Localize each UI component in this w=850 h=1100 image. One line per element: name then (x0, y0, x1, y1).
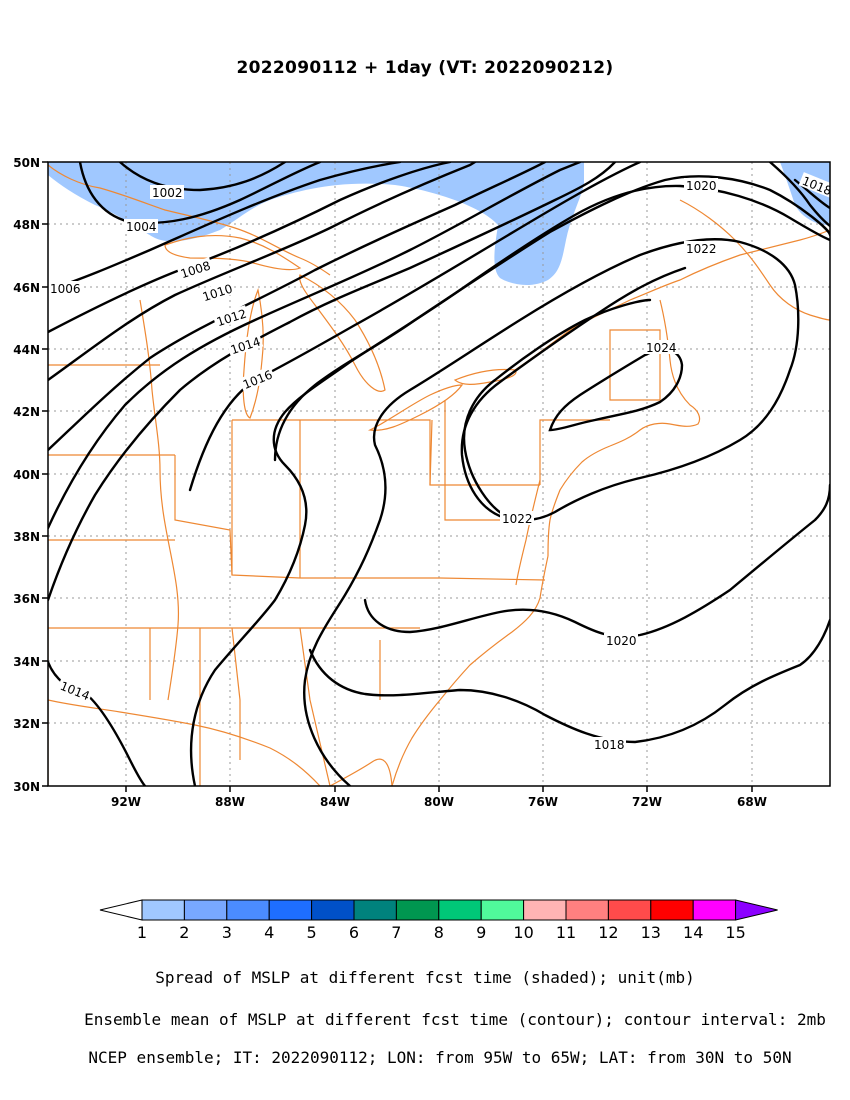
colorbar-swatch (353, 899, 397, 921)
lon-axis-labels: 92W 88W 84W 80W 76W 72W 68W (111, 795, 767, 809)
colorbar-level-label: 8 (434, 923, 444, 942)
map-title: 2022090112 + 1day (VT: 2022090212) (236, 58, 614, 78)
contour-label-1014-sw: 1014 (58, 679, 92, 703)
colorbar-level-label: 13 (641, 923, 661, 942)
contour-labels: 1002 1004 1006 1008 1010 1012 1014 1016 … (48, 172, 830, 752)
contour-label-1016: 1016 (241, 368, 275, 392)
colorbar-labels: 1 2 3 4 5 6 7 8 9 10 11 12 13 14 15 (137, 923, 746, 942)
colorbar-level-label: 5 (307, 923, 317, 942)
lat-lon-grid (48, 162, 830, 786)
contour-label-1022-s: 1022 (502, 512, 533, 526)
colorbar-swatch (268, 899, 313, 921)
colorbar-level-label: 6 (349, 923, 359, 942)
colorbar-swatch (565, 899, 609, 921)
caption-shading: Spread of MSLP at different fcst time (s… (155, 968, 695, 987)
lat-label: 42N (13, 405, 40, 419)
colorbar-swatch (438, 899, 482, 921)
lon-label: 84W (320, 795, 350, 809)
colorbar-level-label: 3 (222, 923, 232, 942)
lat-axis-labels: 50N 48N 46N 44N 42N 40N 38N 36N 34N 32N … (13, 156, 40, 794)
lon-label: 76W (528, 795, 558, 809)
colorbar-level-label: 9 (476, 923, 486, 942)
caption-contour: Ensemble mean of MSLP at different fcst … (84, 1010, 826, 1029)
lat-label: 30N (13, 780, 40, 794)
colorbar-swatch (692, 899, 737, 921)
colorbar-level-label: 4 (264, 923, 274, 942)
contour-label-1008: 1008 (179, 258, 212, 281)
colorbar-level-label: 2 (179, 923, 189, 942)
caption-ensemble: NCEP ensemble; IT: 2022090112; LON: from… (88, 1048, 792, 1067)
contour-label-1010: 1010 (201, 281, 234, 304)
mslp-contours (48, 162, 830, 786)
colorbar-level-label: 12 (598, 923, 618, 942)
colorbar-swatch (141, 899, 185, 921)
lat-label: 36N (13, 592, 40, 606)
colorbar-swatch (226, 899, 270, 921)
lon-label: 92W (111, 795, 141, 809)
colorbar-swatch (183, 899, 228, 921)
contour-label-1018-s: 1018 (594, 738, 625, 752)
lon-label: 80W (424, 795, 454, 809)
lat-label: 40N (13, 468, 40, 482)
lon-label: 72W (632, 795, 662, 809)
axis-ticks (42, 161, 753, 792)
colorbar-swatch (650, 899, 694, 921)
colorbar-swatch (395, 899, 440, 921)
contour-label-1002: 1002 (152, 186, 183, 200)
colorbar-level-label: 10 (513, 923, 533, 942)
lat-label: 46N (13, 281, 40, 295)
contour-label-1020-n: 1020 (686, 179, 717, 193)
colorbar-under-arrow (99, 899, 143, 921)
contour-label-1024: 1024 (646, 341, 677, 355)
lat-label: 44N (13, 343, 40, 357)
colorbar-level-label: 14 (683, 923, 703, 942)
lon-label: 68W (737, 795, 767, 809)
lon-label: 88W (215, 795, 245, 809)
contour-label-1022-n: 1022 (686, 242, 717, 256)
colorbar-swatch (311, 899, 355, 921)
colorbar-swatch (523, 899, 567, 921)
contour-label-1020-s: 1020 (606, 634, 637, 648)
colorbar-level-label: 15 (725, 923, 745, 942)
colorbar (99, 899, 778, 921)
contour-label-1004: 1004 (126, 220, 157, 234)
coastlines-and-boundaries (48, 164, 830, 786)
colorbar-over-arrow (735, 899, 778, 921)
lat-label: 32N (13, 717, 40, 731)
colorbar-swatch (607, 899, 652, 921)
colorbar-level-label: 7 (391, 923, 401, 942)
colorbar-swatch (480, 899, 525, 921)
lat-label: 38N (13, 530, 40, 544)
lat-label: 34N (13, 655, 40, 669)
colorbar-level-label: 1 (137, 923, 147, 942)
lat-label: 50N (13, 156, 40, 170)
colorbar-level-label: 11 (556, 923, 576, 942)
lat-label: 48N (13, 218, 40, 232)
contour-label-1006: 1006 (50, 282, 81, 296)
